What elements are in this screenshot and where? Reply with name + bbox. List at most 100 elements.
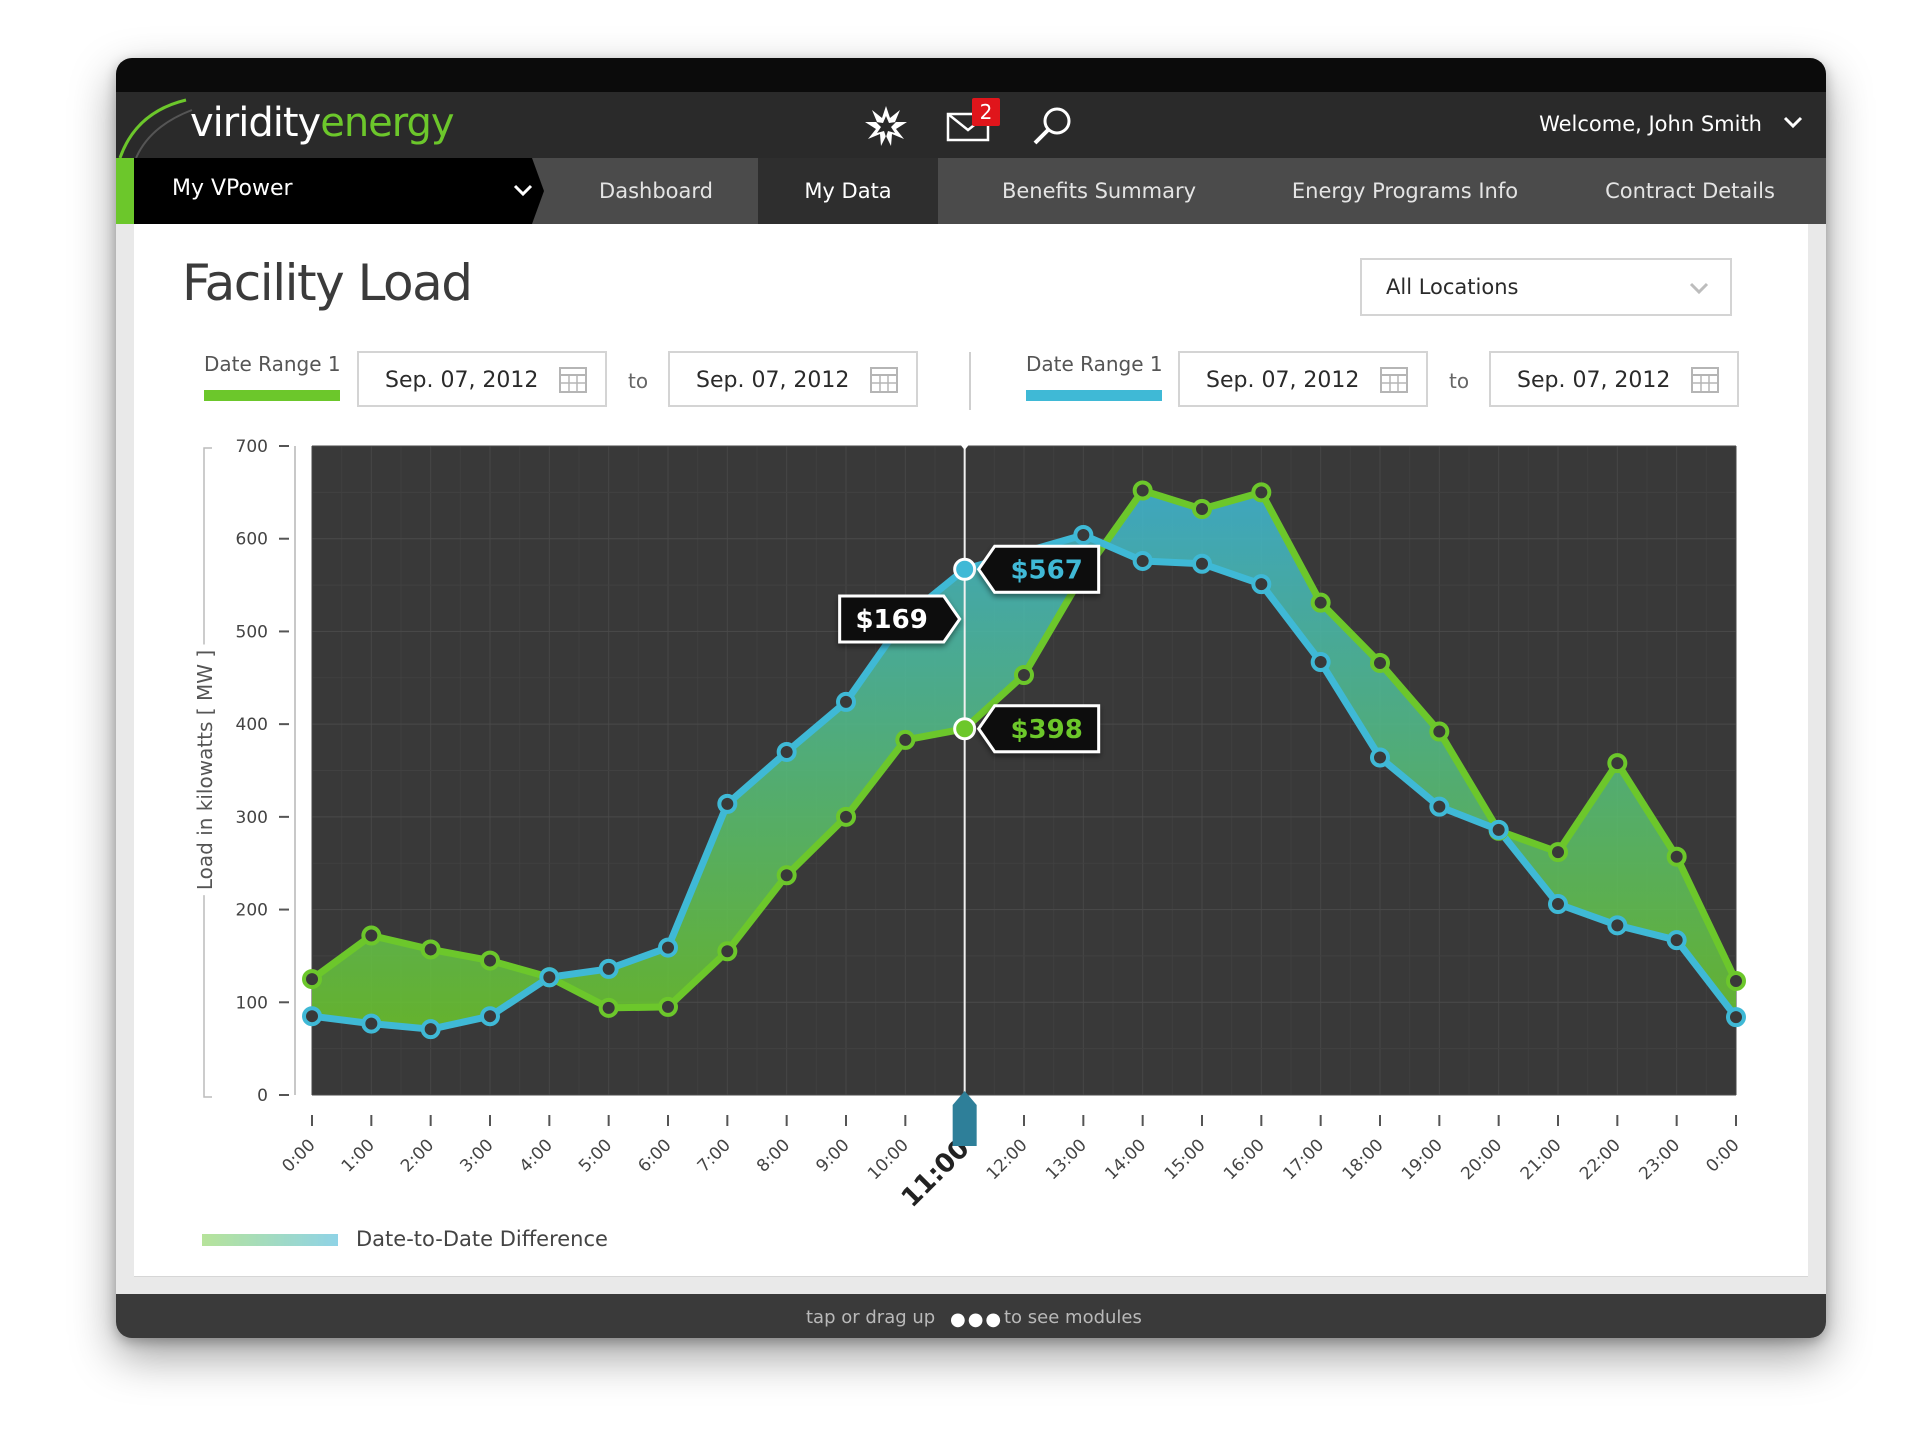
y-tick-label: 0 <box>257 1086 268 1106</box>
data-point-green <box>895 729 916 750</box>
annotation-green-text: $398 <box>1010 715 1082 745</box>
data-point-green <box>1370 652 1390 673</box>
x-tick-label: 23:00 <box>1635 1135 1684 1184</box>
cursor-top-marker <box>956 440 973 450</box>
data-point-green <box>776 865 797 886</box>
x-tick-label: 14:00 <box>1101 1135 1150 1184</box>
x-tick-label: 20:00 <box>1457 1135 1506 1184</box>
x-tick-label: 1:00 <box>338 1135 379 1176</box>
x-tick-label: 7:00 <box>694 1135 735 1176</box>
location-select[interactable]: All Locations <box>1360 258 1732 316</box>
y-tick-label: 300 <box>236 808 268 828</box>
date-value: Sep. 07, 2012 <box>385 368 539 393</box>
data-point-green <box>1726 970 1746 991</box>
data-point-green <box>717 941 738 962</box>
search-icon[interactable] <box>1028 102 1076 150</box>
y-axis-label: Load in kilowatts [ MW ] <box>193 650 217 890</box>
logo[interactable]: viridityenergy <box>190 98 455 148</box>
my-vpower-label: My VPower <box>172 176 293 201</box>
app-header: viridityenergy 2 Welcome, John Smith <box>116 92 1826 158</box>
data-point-green <box>302 969 322 990</box>
tab-contract-details[interactable]: Contract Details <box>1605 179 1775 203</box>
my-vpower-dropdown[interactable]: My VPower <box>134 158 544 224</box>
date-range-divider <box>969 352 971 410</box>
x-tick-label: 17:00 <box>1279 1135 1328 1184</box>
data-point-blue <box>717 793 738 814</box>
data-point-blue <box>1370 747 1390 768</box>
nav-accent <box>116 158 134 224</box>
data-point-green <box>361 925 382 946</box>
mail-icon[interactable]: 2 <box>944 98 1000 150</box>
x-tick-label: 4:00 <box>516 1135 557 1176</box>
x-tick-label: 8:00 <box>753 1135 794 1176</box>
data-point-green <box>953 717 977 741</box>
data-point-green <box>836 806 856 827</box>
tab-dashboard[interactable]: Dashboard <box>599 179 713 203</box>
annotation-blue-shape <box>976 544 1101 594</box>
data-point-green <box>598 997 619 1018</box>
legend-swatch <box>202 1234 338 1246</box>
chevron-down-icon[interactable] <box>1782 114 1804 130</box>
x-tick-label: 19:00 <box>1398 1135 1447 1184</box>
date-value: Sep. 07, 2012 <box>1517 368 1671 393</box>
calendar-icon[interactable] <box>870 367 898 393</box>
data-point-blue <box>598 958 619 979</box>
date-range-1-from-field[interactable]: Sep. 07, 2012 <box>357 351 607 407</box>
tab-benefits-summary[interactable]: Benefits Summary <box>1001 179 1197 203</box>
legend-label: Date-to-Date Difference <box>356 1227 608 1251</box>
difference-area <box>312 490 1736 1030</box>
logo-word-energy: energy <box>320 100 454 146</box>
data-point-green <box>1429 721 1450 742</box>
date-value: Sep. 07, 2012 <box>1206 368 1360 393</box>
data-point-blue <box>1132 550 1153 571</box>
y-tick-label: 700 <box>236 437 268 457</box>
date-range-color-bar <box>204 390 340 401</box>
data-point-blue <box>302 1006 322 1027</box>
logo-swoosh-icon <box>118 98 193 158</box>
footer-hint-left: tap or drag up <box>806 1307 936 1328</box>
series-points <box>302 480 1746 1040</box>
y-tick-label: 100 <box>236 993 268 1013</box>
data-point-blue <box>1073 525 1094 546</box>
data-point-blue <box>658 937 678 958</box>
welcome-user-menu[interactable]: Welcome, John Smith <box>1539 112 1762 136</box>
data-point-blue <box>1666 930 1687 951</box>
alert-burst-icon[interactable] <box>862 102 910 150</box>
calendar-icon[interactable] <box>1691 367 1719 393</box>
y-tick-label: 400 <box>236 715 268 735</box>
top-strip <box>116 58 1826 92</box>
x-tick-label: 3:00 <box>456 1135 497 1176</box>
time-cursor[interactable] <box>952 440 977 1146</box>
annotation-difference-shape <box>838 594 962 644</box>
date-range-2-to-field[interactable]: Sep. 07, 2012 <box>1489 351 1739 407</box>
data-point-blue <box>1251 574 1272 595</box>
cursor-drag-handle <box>952 1091 977 1146</box>
tab-energy-programs-info[interactable]: Energy Programs Info <box>1291 179 1519 203</box>
logo-word-viridity: viridity <box>190 100 321 146</box>
to-label: to <box>628 369 649 393</box>
calendar-icon[interactable] <box>559 367 587 393</box>
x-tick-label: 13:00 <box>1042 1135 1091 1184</box>
data-point-blue <box>1488 819 1509 840</box>
x-tick-label: 2:00 <box>397 1135 438 1176</box>
x-tick-label: 5:00 <box>575 1135 616 1176</box>
date-range-label: Date Range 1 <box>1026 352 1163 376</box>
annotation-blue-text: $567 <box>1010 555 1082 585</box>
x-tick-label: 21:00 <box>1517 1135 1566 1184</box>
annotation-blue: $567 <box>976 544 1101 594</box>
data-point-blue <box>1548 894 1568 915</box>
footer-bar[interactable] <box>116 1294 1826 1338</box>
date-range-2-from-field[interactable]: Sep. 07, 2012 <box>1178 351 1428 407</box>
x-tick-label: 6:00 <box>634 1135 675 1176</box>
location-select-value: All Locations <box>1386 275 1519 299</box>
date-range-1-to-field[interactable]: Sep. 07, 2012 <box>668 351 918 407</box>
x-tick-label: 22:00 <box>1576 1135 1625 1184</box>
x-tick-label: 15:00 <box>1161 1135 1210 1184</box>
annotation-difference: $169 <box>838 594 962 644</box>
modules-handle-icon[interactable]: ●●● <box>950 1309 1004 1330</box>
data-point-green <box>658 996 678 1017</box>
x-tick-label: 0:00 <box>1702 1135 1743 1176</box>
data-point-blue <box>539 967 560 988</box>
calendar-icon[interactable] <box>1380 367 1408 393</box>
